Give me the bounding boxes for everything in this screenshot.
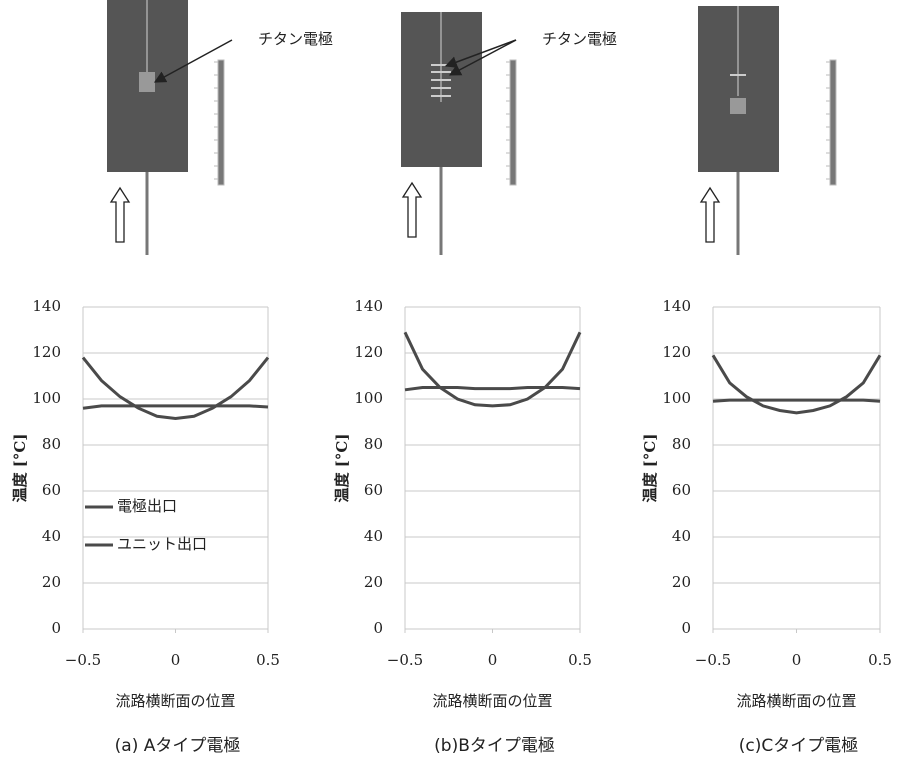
x-axis-label: 流路横断面の位置 (432, 692, 552, 710)
series-line (83, 358, 268, 419)
y-tick-label: 40 (364, 527, 383, 545)
y-tick-label: 140 (662, 297, 691, 315)
series-line (713, 355, 880, 413)
series-line (405, 388, 580, 390)
legend-label: 電極出口 (117, 497, 177, 515)
y-axis-label: 温度 [°C] (641, 434, 659, 503)
y-tick-label: 120 (662, 343, 691, 361)
series-line (405, 332, 580, 406)
y-tick-label: 60 (42, 481, 61, 499)
y-tick-label: 0 (373, 619, 383, 637)
x-tick-label: 0 (171, 651, 181, 669)
y-tick-label: 40 (42, 527, 61, 545)
series-line (713, 400, 880, 401)
electrode (139, 72, 155, 92)
y-tick-label: 20 (672, 573, 691, 591)
x-tick-label: −0.5 (65, 651, 101, 669)
y-tick-label: 100 (354, 389, 383, 407)
y-tick-label: 80 (364, 435, 383, 453)
x-tick-label: −0.5 (387, 651, 423, 669)
electrode (730, 98, 746, 114)
annotation: チタン電極 (542, 30, 617, 48)
color-bar (830, 60, 836, 185)
y-axis-label: 温度 [°C] (11, 434, 29, 503)
figure: チタン電極020406080100120140−0.500.5流路横断面の位置温… (0, 0, 897, 769)
y-tick-label: 100 (662, 389, 691, 407)
y-tick-label: 20 (364, 573, 383, 591)
x-axis-label: 流路横断面の位置 (115, 692, 235, 710)
y-tick-label: 40 (672, 527, 691, 545)
series-line (83, 406, 268, 408)
y-tick-label: 80 (672, 435, 691, 453)
y-tick-label: 140 (32, 297, 61, 315)
y-tick-label: 140 (354, 297, 383, 315)
y-tick-label: 120 (32, 343, 61, 361)
y-tick-label: 80 (42, 435, 61, 453)
x-tick-label: 0.5 (256, 651, 280, 669)
color-bar (218, 60, 224, 185)
y-tick-label: 0 (51, 619, 61, 637)
y-tick-label: 60 (672, 481, 691, 499)
color-bar (510, 60, 516, 185)
legend-label: ユニット出口 (117, 535, 207, 553)
x-tick-label: −0.5 (695, 651, 731, 669)
flow-arrow (111, 188, 129, 242)
y-tick-label: 100 (32, 389, 61, 407)
x-tick-label: 0 (488, 651, 498, 669)
x-tick-label: 0 (792, 651, 802, 669)
y-tick-label: 20 (42, 573, 61, 591)
y-tick-label: 120 (354, 343, 383, 361)
flow-arrow (701, 188, 719, 242)
x-tick-label: 0.5 (568, 651, 592, 669)
caption: (b)Bタイプ電極 (434, 736, 555, 756)
x-axis-label: 流路横断面の位置 (736, 692, 856, 710)
x-tick-label: 0.5 (868, 651, 892, 669)
annotation: チタン電極 (258, 30, 333, 48)
caption: (a) Aタイプ電極 (115, 736, 241, 756)
flow-arrow (403, 183, 421, 237)
y-tick-label: 0 (681, 619, 691, 637)
caption: (c)Cタイプ電極 (739, 736, 858, 756)
y-axis-label: 温度 [°C] (333, 434, 351, 503)
y-tick-label: 60 (364, 481, 383, 499)
